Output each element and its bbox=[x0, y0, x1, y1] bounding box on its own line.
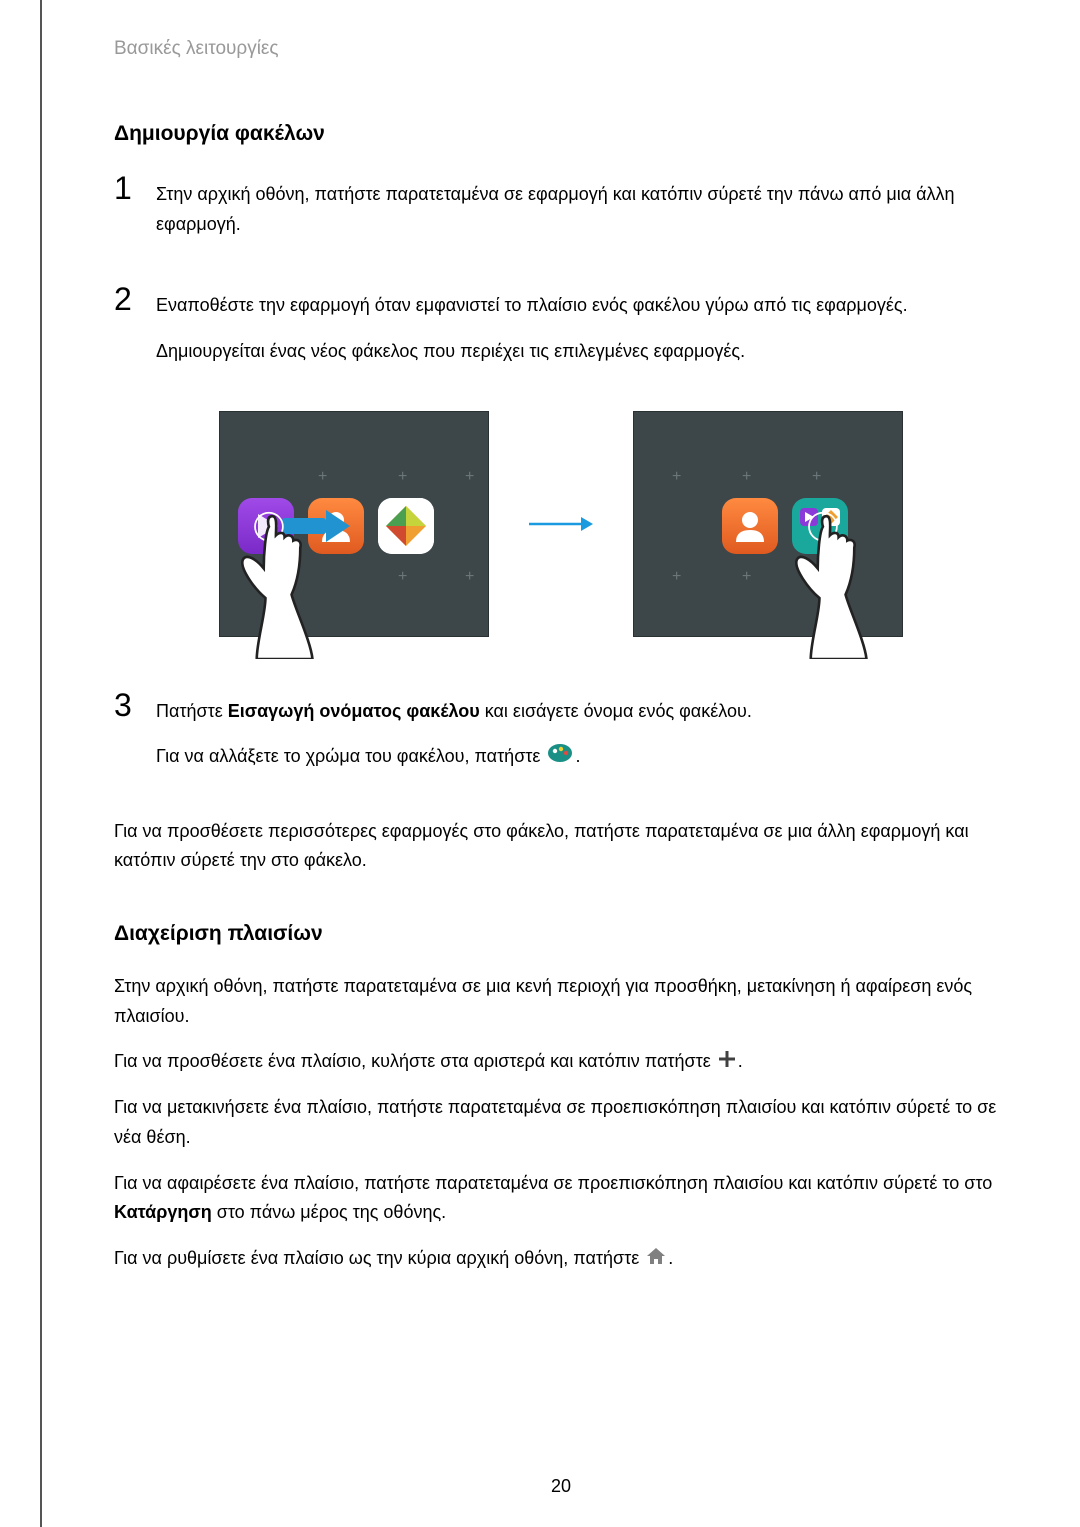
folder-illustration: + + + + + bbox=[114, 411, 1008, 637]
step-3: 3 Πατήστε Εισαγωγή ονόματος φακέλου και … bbox=[114, 689, 1008, 789]
step3-p2: Για να αλλάξετε το χρώμα του φακέλου, πα… bbox=[156, 742, 1008, 772]
step-2: 2 Εναποθέστε την εφαρμογή όταν εμφανιστε… bbox=[114, 283, 1008, 382]
section2-title: Διαχείριση πλαισίων bbox=[114, 922, 1008, 946]
hand-pointer-icon bbox=[787, 511, 885, 659]
breadcrumb: Βασικές λειτουργίες bbox=[114, 38, 1008, 60]
step3-p1: Πατήστε Εισαγωγή ονόματος φακέλου και ει… bbox=[156, 697, 1008, 727]
page-number: 20 bbox=[42, 1476, 1080, 1497]
arrow-right-icon bbox=[529, 514, 593, 534]
palette-icon bbox=[547, 743, 573, 773]
section2-p3: Για να μετακινήσετε ένα πλαίσιο, πατήστε… bbox=[114, 1093, 1008, 1152]
hand-pointer-icon bbox=[233, 511, 331, 659]
step-number: 1 bbox=[114, 172, 156, 204]
section1-title: Δημιουργία φακέλων bbox=[114, 122, 1008, 146]
step2-p1: Εναποθέστε την εφαρμογή όταν εμφανιστεί … bbox=[156, 291, 1008, 321]
section2-p1: Στην αρχική οθόνη, πατήστε παρατεταμένα … bbox=[114, 972, 1008, 1031]
step-number: 2 bbox=[114, 283, 156, 315]
section2-p4: Για να αφαιρέσετε ένα πλαίσιο, πατήστε π… bbox=[114, 1169, 1008, 1228]
section2-p2: Για να προσθέσετε ένα πλαίσιο, κυλήστε σ… bbox=[114, 1047, 1008, 1077]
step1-text: Στην αρχική οθόνη, πατήστε παρατεταμένα … bbox=[156, 180, 1008, 239]
step2-p2: Δημιουργείται ένας νέος φάκελος που περι… bbox=[156, 337, 1008, 367]
contacts-app-icon bbox=[722, 498, 778, 554]
section2-p5: Για να ρυθμίσετε ένα πλαίσιο ως την κύρι… bbox=[114, 1244, 1008, 1274]
plus-icon bbox=[718, 1048, 736, 1078]
step-number: 3 bbox=[114, 689, 156, 721]
home-icon bbox=[646, 1245, 666, 1275]
gallery-app-icon bbox=[378, 498, 434, 554]
section1-tail: Για να προσθέσετε περισσότερες εφαρμογές… bbox=[114, 817, 1008, 876]
step-1: 1 Στην αρχική οθόνη, πατήστε παρατεταμέν… bbox=[114, 172, 1008, 255]
